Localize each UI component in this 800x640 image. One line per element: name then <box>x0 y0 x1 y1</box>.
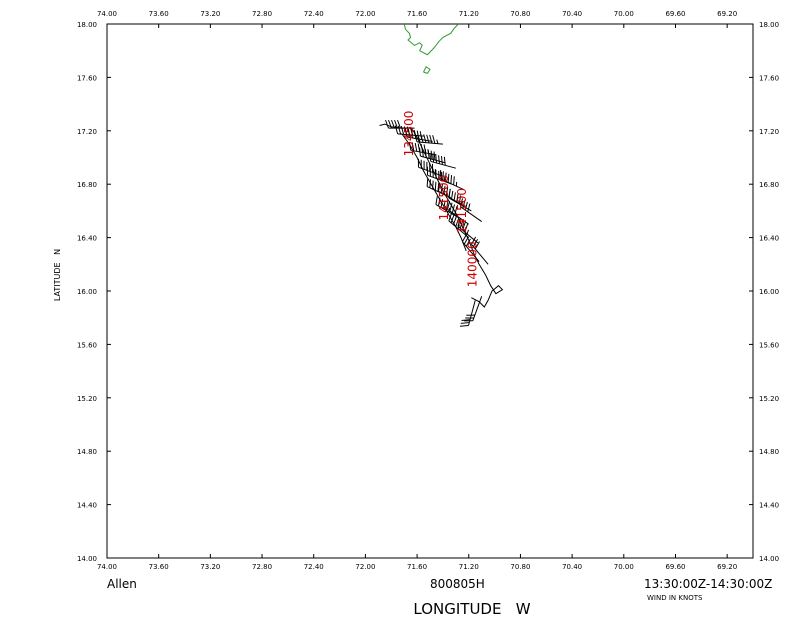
x-tick-label: 74.00 <box>97 563 117 571</box>
flight-id: 800805H <box>430 577 485 591</box>
x-tick-label: 71.20 <box>459 563 479 571</box>
coastline-path <box>403 23 459 56</box>
x-tick-label-top: 73.20 <box>200 10 220 18</box>
x-tick-label: 71.60 <box>407 563 427 571</box>
x-tick-label-top: 70.80 <box>510 10 530 18</box>
wind-barb <box>448 189 472 212</box>
y-tick-label: 17.60 <box>77 74 97 82</box>
wind-barb <box>439 169 464 190</box>
wind-barb <box>470 236 489 265</box>
storm-name: Allen <box>107 577 137 591</box>
y-axis-title: LATITUDE N <box>53 249 62 301</box>
y-tick-label-right: 16.40 <box>759 235 779 243</box>
x-tick-label-top: 72.00 <box>355 10 375 18</box>
wind-barb <box>429 152 456 169</box>
wind-barb <box>457 218 479 244</box>
x-tick-label-top: 71.20 <box>459 10 479 18</box>
y-tick-label: 18.00 <box>77 21 97 29</box>
wind-barb <box>446 200 470 225</box>
time-label: 141500 <box>455 188 469 234</box>
x-tick-label: 70.80 <box>510 563 530 571</box>
y-tick-label: 16.80 <box>77 181 97 189</box>
y-tick-label: 17.20 <box>77 128 97 136</box>
x-tick-label: 70.40 <box>562 563 582 571</box>
wind-units: WIND IN KNOTS <box>647 594 703 602</box>
y-tick-label-right: 14.40 <box>759 502 779 510</box>
y-tick-label-right: 15.20 <box>759 395 779 403</box>
wind-barb <box>448 212 470 238</box>
x-tick-label: 73.60 <box>149 563 169 571</box>
x-tick-label-top: 70.00 <box>614 10 634 18</box>
x-tick-label-top: 74.00 <box>97 10 117 18</box>
wind-barbs <box>385 119 489 327</box>
y-tick-label: 16.00 <box>77 288 97 296</box>
y-tick-label-right: 15.60 <box>759 341 779 349</box>
y-tick-label-right: 16.00 <box>759 288 779 296</box>
x-tick-label: 69.60 <box>665 563 685 571</box>
y-tick-label: 15.20 <box>77 395 97 403</box>
x-tick-label: 73.20 <box>200 563 220 571</box>
y-tick-label: 14.80 <box>77 448 97 456</box>
x-tick-label: 70.00 <box>614 563 634 571</box>
y-tick-label-right: 18.00 <box>759 21 779 29</box>
x-tick-label-top: 73.60 <box>149 10 169 18</box>
x-tick-label-top: 72.80 <box>252 10 272 18</box>
wind-barb <box>461 234 480 262</box>
time-labels: 134500 141500 141500 140000 <box>402 111 479 288</box>
x-axis-title: LONGITUDE W <box>413 600 530 618</box>
wind-barb <box>414 133 443 145</box>
y-tick-label: 14.40 <box>77 502 97 510</box>
axis-ticks: 74.00 74.00 73.60 73.60 73.20 73.20 72.80 72.80… <box>77 10 779 571</box>
track-path <box>379 123 504 308</box>
wind-barb <box>464 296 483 322</box>
x-tick-label: 72.40 <box>304 563 324 571</box>
x-tick-label: 72.80 <box>252 563 272 571</box>
time-label: 140000 <box>466 241 480 287</box>
wind-barb <box>459 198 482 222</box>
y-tick-label-right: 14.80 <box>759 448 779 456</box>
y-tick-label-right: 17.20 <box>759 128 779 136</box>
x-tick-label-top: 72.40 <box>304 10 324 18</box>
time-label: 141500 <box>437 175 451 221</box>
y-tick-label: 16.40 <box>77 235 97 243</box>
x-tick-label: 72.00 <box>355 563 375 571</box>
wind-barb <box>459 300 476 327</box>
wind-barb <box>435 196 459 219</box>
time-label: 134500 <box>402 111 416 157</box>
y-tick-label-right: 17.60 <box>759 74 779 82</box>
y-tick-label: 15.60 <box>77 341 97 349</box>
x-tick-label-top: 69.20 <box>717 10 737 18</box>
plot-frame <box>106 23 754 559</box>
x-tick-label-top: 69.60 <box>665 10 685 18</box>
x-tick-label: 69.20 <box>717 563 737 571</box>
time-range: 13:30:00Z-14:30:00Z <box>644 577 772 591</box>
x-tick-label-top: 70.40 <box>562 10 582 18</box>
y-tick-label-right: 16.80 <box>759 181 779 189</box>
coastline <box>403 23 459 74</box>
x-tick-label-top: 71.60 <box>407 10 427 18</box>
y-tick-label-right: 14.00 <box>759 555 779 563</box>
y-tick-label: 14.00 <box>77 555 97 563</box>
coastline-islet <box>423 65 431 74</box>
